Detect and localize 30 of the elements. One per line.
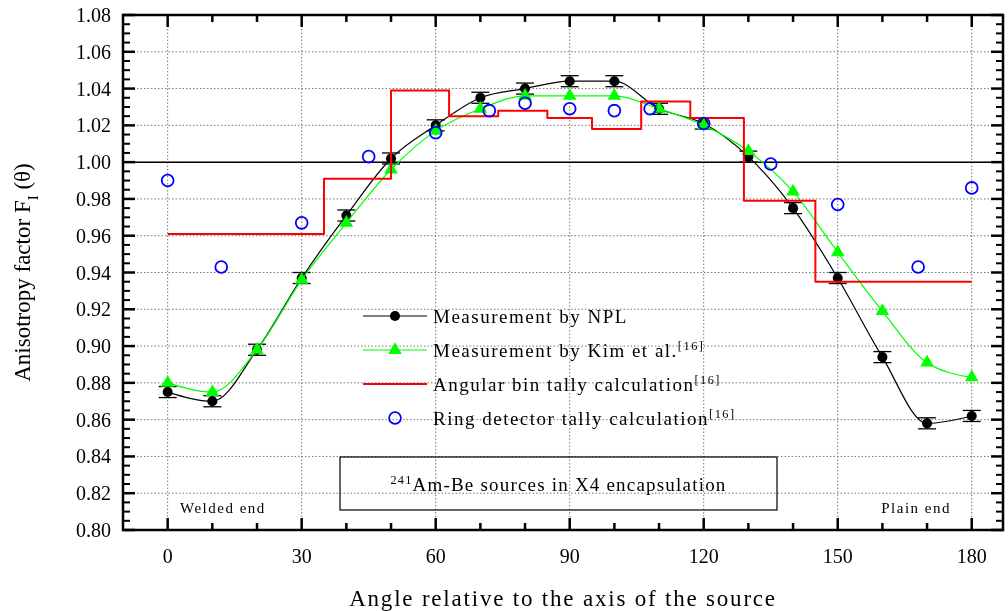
y-tick-label: 1.04 <box>76 77 111 100</box>
x-tick-label: 90 <box>559 545 580 567</box>
x-axis-title: Angle relative to the axis of the source <box>349 586 777 611</box>
y-tick-label: 0.88 <box>76 371 111 394</box>
y-tick-label: 0.90 <box>76 335 111 358</box>
x-tick-label: 120 <box>688 545 719 567</box>
annotation: Welded end <box>180 500 266 516</box>
y-tick-label: 0.80 <box>76 519 111 541</box>
legend-label: Angular bin tally calculation$^{[16]}$ <box>433 373 721 395</box>
x-tick-label: 30 <box>291 545 312 567</box>
y-tick-label: 0.84 <box>76 445 111 468</box>
annotation: $^{241}$Am-Be sources in X4 encapsulation <box>390 472 727 495</box>
y-tick-label: 1.06 <box>76 40 111 63</box>
y-tick-label: 1.08 <box>76 4 111 26</box>
x-tick-label: 60 <box>425 545 446 567</box>
annotation: Plain end <box>881 500 951 516</box>
y-tick-label: 0.86 <box>76 408 111 431</box>
y-tick-label: 0.92 <box>76 298 111 321</box>
y-tick-label: 0.96 <box>76 224 111 247</box>
x-tick-label: 0 <box>162 545 173 567</box>
x-tick-label: 180 <box>956 545 987 567</box>
legend-label: Measurement by Kim et al.$^{[16]}$ <box>433 339 705 361</box>
legend-label: Measurement by NPL <box>433 306 628 327</box>
y-tick-label: 0.82 <box>76 482 111 505</box>
legend-label: Ring detector tally calculation$^{[16]}$ <box>433 407 736 429</box>
y-tick-label: 0.98 <box>76 187 111 210</box>
y-tick-label: 1.00 <box>76 151 111 174</box>
x-tick-label: 150 <box>822 545 853 567</box>
y-tick-label: 1.02 <box>76 114 111 137</box>
y-tick-label: 0.94 <box>76 261 111 284</box>
